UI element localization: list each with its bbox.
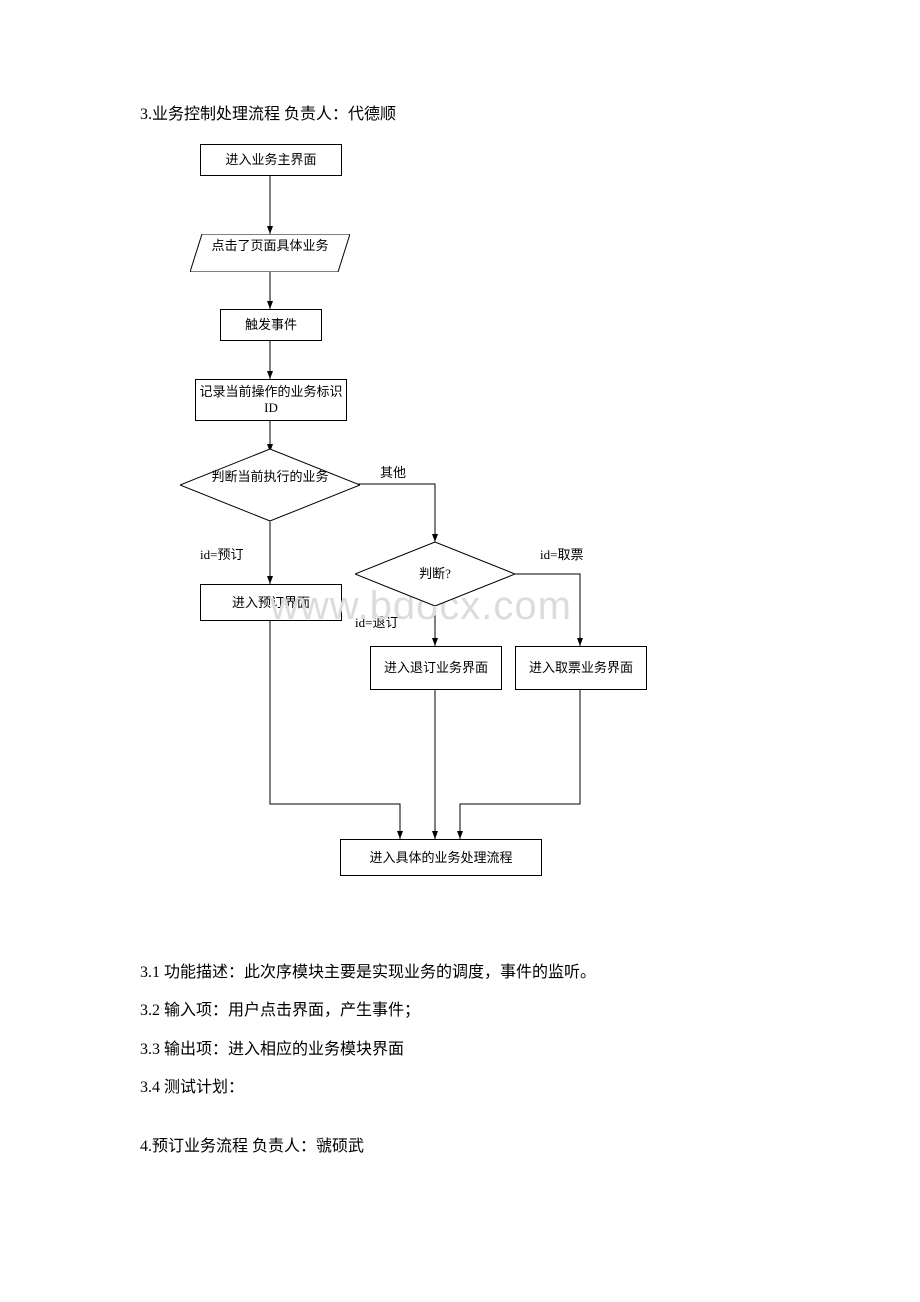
edge-label-ticket: id=取票	[540, 544, 583, 563]
node-trigger-event: 触发事件	[220, 309, 322, 341]
node-click-business: 点击了页面具体业务	[190, 234, 350, 272]
line-3-1: 3.1 功能描述：此次序模块主要是实现业务的调度，事件的监听。	[140, 954, 780, 992]
node-enter-booking: 进入预订界面	[200, 584, 342, 621]
node-label: 进入具体的业务处理流程	[369, 850, 512, 866]
node-enter-main: 进入业务主界面	[200, 144, 342, 176]
node-enter-process: 进入具体的业务处理流程	[340, 839, 542, 876]
line-3-4: 3.4 测试计划：	[140, 1069, 780, 1107]
node-judge-business: 判断当前执行的业务	[180, 449, 360, 521]
node-label: 进入取票业务界面	[529, 660, 633, 676]
node-label: 判断当前执行的业务	[211, 469, 328, 484]
line-4: 4.预订业务流程 负责人：虢硕武	[140, 1128, 780, 1166]
node-enter-ticket: 进入取票业务界面	[515, 646, 647, 690]
line-3-3: 3.3 输出项：进入相应的业务模块界面	[140, 1031, 780, 1069]
edge-label-cancel: id=退订	[355, 612, 398, 631]
edge-label-other: 其他	[380, 462, 406, 481]
page: 3.业务控制处理流程 负责人：代德顺	[0, 0, 920, 1206]
node-judge-2: 判断?	[355, 542, 515, 606]
node-label: 判断?	[419, 566, 451, 581]
line-3-2: 3.2 输入项：用户点击界面，产生事件；	[140, 992, 780, 1030]
edge-label-book: id=预订	[200, 544, 243, 563]
spacer	[140, 1108, 780, 1128]
node-label: 记录当前操作的业务标识ID	[196, 384, 346, 415]
body-text: 3.1 功能描述：此次序模块主要是实现业务的调度，事件的监听。 3.2 输入项：…	[140, 954, 780, 1166]
section-3-heading: 3.业务控制处理流程 负责人：代德顺	[140, 100, 780, 124]
node-label: 触发事件	[245, 317, 297, 333]
node-label: 进入退订业务界面	[384, 660, 488, 676]
node-label: 进入预订界面	[232, 595, 310, 611]
node-label: 点击了页面具体业务	[211, 238, 328, 253]
node-label: 进入业务主界面	[225, 152, 316, 168]
node-record-id: 记录当前操作的业务标识ID	[195, 379, 347, 421]
flowchart: 进入业务主界面 点击了页面具体业务 触发事件 记录当前操作的业务标识ID 判断当…	[160, 144, 720, 924]
node-enter-cancel: 进入退订业务界面	[370, 646, 502, 690]
